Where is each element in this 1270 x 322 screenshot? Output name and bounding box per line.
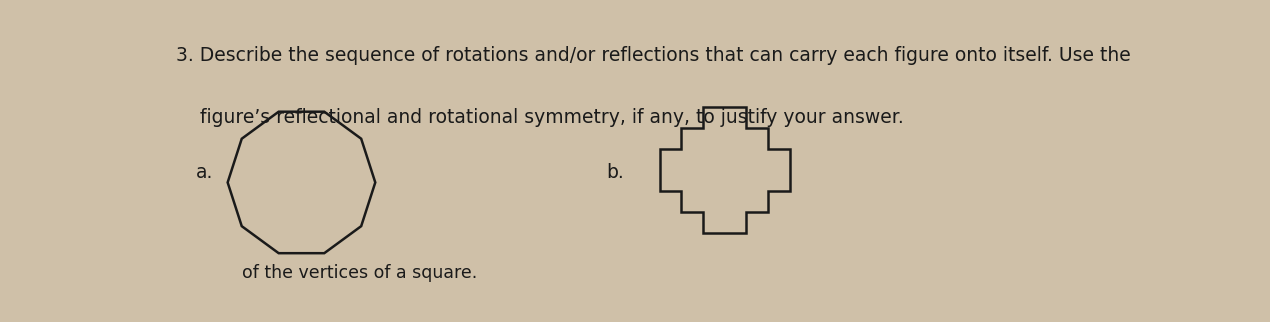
Text: of the vertices of a square.: of the vertices of a square.: [243, 264, 478, 282]
Text: 3. Describe the sequence of rotations and/or reflections that can carry each fig: 3. Describe the sequence of rotations an…: [177, 46, 1132, 65]
Text: figure’s reflectional and rotational symmetry, if any, to justify your answer.: figure’s reflectional and rotational sym…: [177, 108, 904, 127]
Text: a.: a.: [196, 163, 213, 182]
Text: b.: b.: [607, 163, 625, 182]
